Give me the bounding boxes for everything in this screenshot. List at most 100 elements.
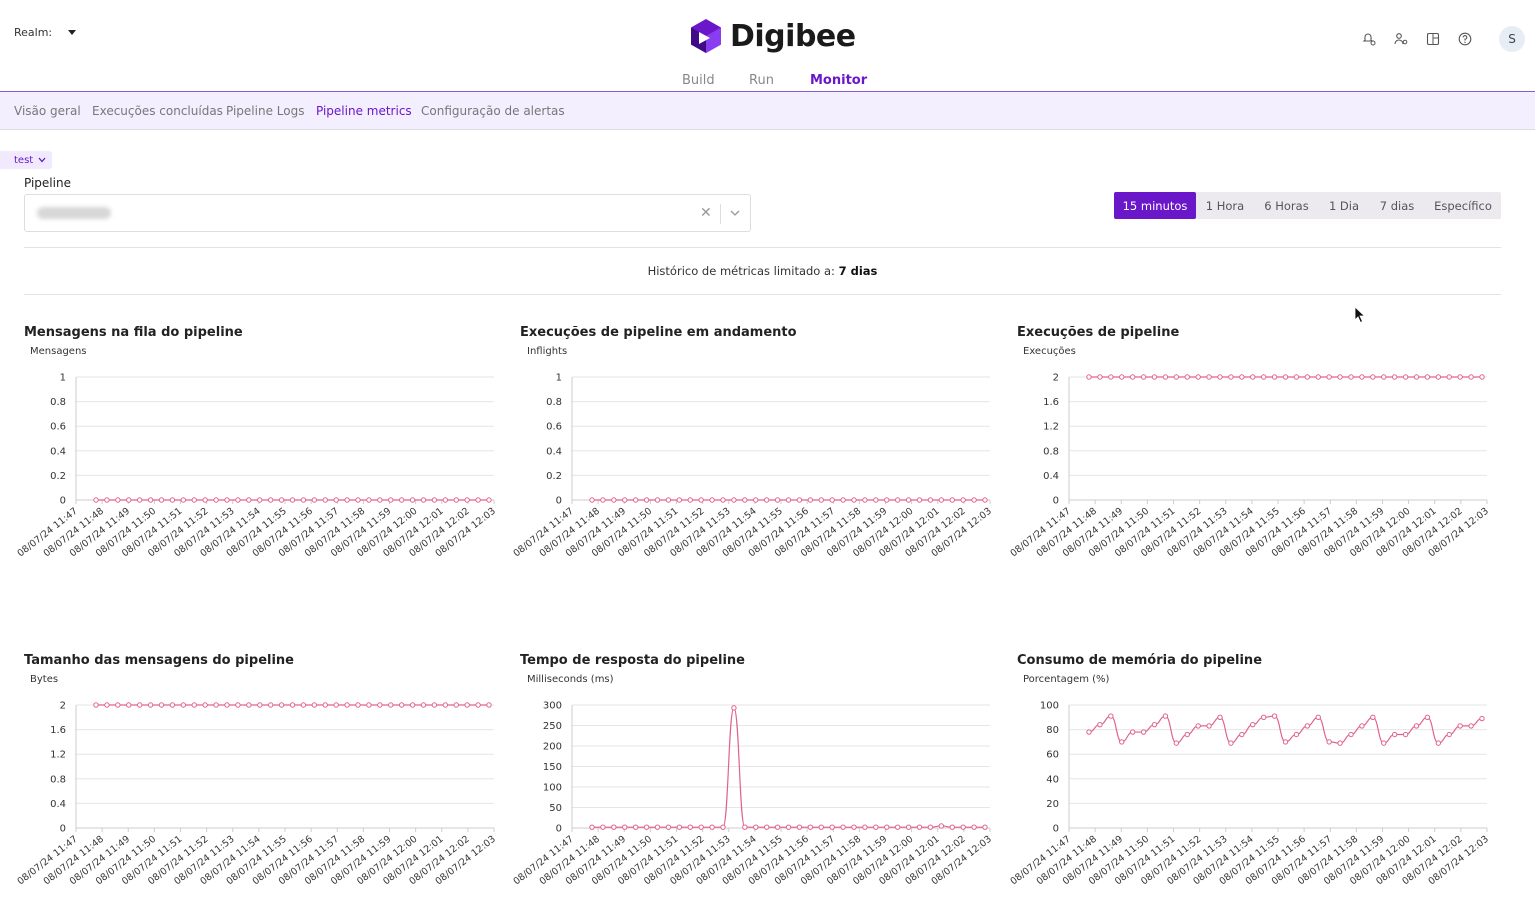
data-point — [622, 824, 628, 830]
logo: Digibee — [690, 18, 856, 54]
bell-settings-icon[interactable] — [1362, 32, 1376, 46]
data-point — [267, 702, 274, 708]
data-point — [464, 702, 470, 708]
avatar[interactable]: S — [1499, 26, 1525, 52]
data-point — [409, 497, 416, 503]
y-tick-label: 1.6 — [50, 725, 66, 736]
nav-monitor[interactable]: Monitor — [810, 73, 868, 88]
tab-pipeline-logs[interactable]: Pipeline Logs — [226, 104, 305, 118]
y-tick-label: 50 — [549, 803, 562, 814]
data-point — [1446, 731, 1452, 738]
data-point — [257, 702, 263, 708]
data-point — [840, 497, 846, 503]
data-point — [654, 497, 661, 503]
data-point — [147, 702, 154, 708]
data-point — [431, 702, 438, 708]
data-point — [1370, 374, 1376, 380]
tab-execucoes-concluidas[interactable]: Execuções concluídas — [92, 104, 223, 118]
data-point — [355, 702, 361, 708]
data-point — [147, 497, 154, 503]
user-settings-icon[interactable] — [1394, 32, 1408, 46]
pipeline-field-label: Pipeline — [24, 176, 71, 190]
environment-selector[interactable]: test — [0, 151, 53, 169]
chevron-down-icon[interactable] — [729, 206, 741, 220]
clear-icon[interactable]: ✕ — [700, 205, 712, 221]
tab-visao-geral[interactable]: Visão geral — [14, 104, 81, 118]
pipeline-select[interactable]: ✕ — [24, 194, 751, 232]
data-point — [643, 824, 650, 830]
chart-y-label: Milliseconds (ms) — [527, 674, 614, 685]
data-point — [709, 497, 715, 503]
range-7-dias[interactable]: 7 dias — [1379, 198, 1415, 213]
data-point — [191, 497, 197, 503]
y-tick-label: 0.8 — [50, 774, 66, 785]
y-tick-label: 1.6 — [1043, 397, 1059, 408]
y-tick-label: 20 — [1046, 799, 1059, 810]
data-point — [1413, 723, 1420, 729]
y-tick-label: 0 — [556, 496, 562, 507]
y-tick-label: 2 — [1053, 373, 1059, 384]
data-point — [126, 702, 132, 708]
help-icon[interactable] — [1458, 32, 1472, 46]
data-point — [763, 497, 770, 503]
y-tick-label: 2 — [60, 701, 66, 712]
data-point — [1293, 731, 1300, 738]
data-point — [916, 497, 923, 503]
y-tick-label: 0.8 — [50, 397, 66, 408]
tab-configuracao-alertas[interactable]: Configuração de alertas — [421, 104, 565, 118]
data-point — [366, 497, 372, 503]
data-point — [1391, 374, 1398, 380]
data-point — [388, 497, 394, 503]
panel-icon[interactable] — [1426, 32, 1440, 46]
data-point — [1271, 374, 1278, 380]
chart-y-label: Porcentagem (%) — [1023, 674, 1110, 685]
chart-title: Mensagens na fila do pipeline — [24, 325, 243, 340]
chevron-down-icon — [38, 157, 46, 163]
data-point — [862, 497, 868, 503]
data-point — [763, 824, 770, 830]
range-especifico[interactable]: Específico — [1434, 198, 1492, 213]
time-range-group: 15 minutos 1 Hora 6 Horas 1 Dia 7 dias E… — [1114, 192, 1501, 219]
data-point — [600, 824, 606, 830]
data-point — [720, 824, 726, 830]
y-tick-label: 60 — [1046, 750, 1059, 761]
data-point — [960, 824, 966, 830]
range-1-hora[interactable]: 1 Hora — [1205, 198, 1245, 213]
data-point — [475, 497, 481, 503]
data-point — [191, 702, 197, 708]
data-point — [1195, 723, 1201, 729]
nav-build[interactable]: Build — [682, 73, 715, 88]
data-point — [1173, 374, 1180, 380]
range-15-minutos[interactable]: 15 minutos — [1114, 192, 1196, 219]
range-6-horas[interactable]: 6 Horas — [1264, 198, 1309, 213]
data-point — [840, 824, 846, 830]
data-point — [665, 497, 672, 503]
data-point — [431, 497, 438, 503]
data-point — [1337, 740, 1343, 746]
tab-pipeline-metrics[interactable]: Pipeline metrics — [316, 104, 412, 118]
data-point — [971, 497, 977, 503]
y-tick-label: 0 — [556, 824, 562, 835]
data-point — [300, 497, 307, 503]
nav-run[interactable]: Run — [749, 73, 774, 88]
data-point — [949, 824, 955, 830]
data-point — [398, 497, 405, 503]
data-point — [322, 702, 328, 708]
data-point — [905, 824, 912, 830]
y-tick-label: 250 — [543, 721, 562, 732]
range-1-dia[interactable]: 1 Dia — [1328, 198, 1360, 213]
y-tick-label: 0.4 — [1043, 471, 1059, 482]
y-tick-label: 1 — [60, 373, 66, 384]
data-point — [785, 497, 792, 503]
data-point — [1108, 374, 1114, 380]
realm-selector[interactable]: Realm: — [14, 26, 77, 39]
data-point — [1206, 374, 1212, 380]
data-point — [1217, 714, 1223, 720]
data-point — [486, 497, 492, 503]
data-point — [1359, 374, 1365, 380]
data-point — [235, 497, 241, 503]
data-point — [1239, 731, 1245, 738]
data-point — [829, 497, 835, 503]
data-point — [377, 702, 383, 708]
